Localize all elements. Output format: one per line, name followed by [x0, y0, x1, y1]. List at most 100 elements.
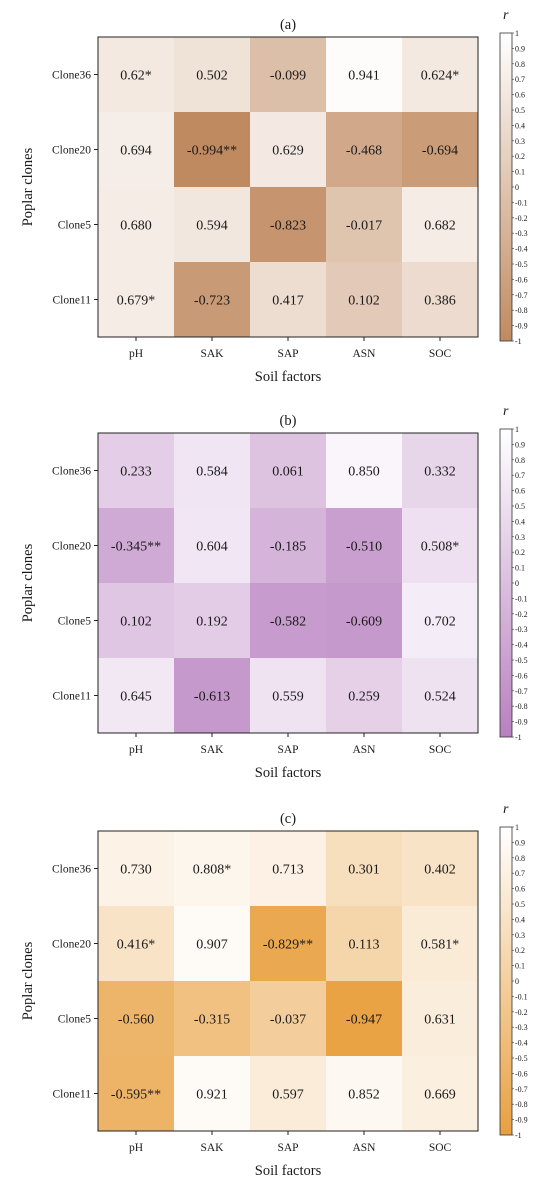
- x-tick-label: pH: [129, 348, 143, 360]
- colorbar-tick-label: -0.3: [515, 1023, 528, 1032]
- cell-value-label: 0.502: [196, 69, 228, 84]
- heatmap-cell: [250, 1056, 327, 1132]
- cell-value-label: 0.332: [424, 465, 456, 480]
- cell-value-label: -0.823: [270, 219, 306, 234]
- heatmap-cell: [402, 187, 479, 263]
- colorbar-tick-label: -0.9: [515, 718, 528, 727]
- cell-value-label: 0.941: [348, 69, 380, 84]
- heatmap-cell: [402, 433, 479, 509]
- colorbar-title: r: [503, 404, 509, 419]
- cell-value-label: 0.682: [424, 219, 456, 234]
- heatmap-cell: [402, 37, 479, 113]
- colorbar-tick-label: 0.7: [515, 75, 525, 84]
- x-tick-label: SAP: [277, 1142, 298, 1154]
- y-tick-label: Clone11: [52, 691, 91, 703]
- cell-value-label: -0.829**: [263, 938, 313, 953]
- colorbar-tick-label: -0.7: [515, 1085, 528, 1094]
- colorbar-tick-label: -0.3: [515, 229, 528, 238]
- cell-value-label: 0.907: [196, 938, 228, 953]
- colorbar-tick-label: 1: [515, 425, 519, 434]
- colorbar-tick-label: -0.6: [515, 1069, 528, 1078]
- colorbar-tick-label: 0: [515, 579, 519, 588]
- colorbar-tick-label: -0.5: [515, 656, 528, 665]
- colorbar: [499, 428, 513, 738]
- y-tick-label: Clone5: [58, 1014, 91, 1026]
- panel-title: (c): [280, 811, 296, 827]
- colorbar-tick-label: 0.2: [515, 946, 525, 955]
- x-tick-label: SOC: [429, 744, 452, 756]
- heatmap-cell: [402, 583, 479, 659]
- colorbar-tick-label: -0.6: [515, 275, 528, 284]
- colorbar-tick-label: -0.2: [515, 214, 528, 223]
- heatmap-cell: [402, 112, 479, 188]
- heatmap-cell: [250, 262, 327, 338]
- heatmap-cell: [326, 658, 403, 734]
- colorbar-tick-label: 0.9: [515, 44, 525, 53]
- cell-value-label: -0.510: [346, 540, 382, 555]
- x-tick-label: SAK: [200, 744, 224, 756]
- cell-value-label: -0.099: [270, 69, 306, 84]
- x-tick-label: SOC: [429, 348, 452, 360]
- colorbar-tick-label: -0.2: [515, 610, 528, 619]
- colorbar-tick-label: -0.4: [515, 1039, 528, 1048]
- colorbar-tick-label: 0.9: [515, 838, 525, 847]
- heatmap-cell: [250, 658, 327, 734]
- colorbar-tick-label: -0.1: [515, 198, 528, 207]
- cell-value-label: 0.679*: [117, 294, 156, 309]
- heatmap-cell: [98, 508, 175, 584]
- cell-value-label: 0.850: [348, 465, 380, 480]
- x-axis-label: Soil factors: [255, 1163, 322, 1179]
- x-tick-label: pH: [129, 1142, 143, 1154]
- cell-value-label: -0.595**: [111, 1088, 161, 1103]
- panel-title: (b): [280, 413, 297, 429]
- heatmap-cell: [174, 906, 251, 982]
- x-axis-label: Soil factors: [255, 765, 322, 781]
- x-tick-label: ASN: [352, 744, 376, 756]
- heatmap-cell: [250, 583, 327, 659]
- colorbar-title: r: [503, 8, 509, 23]
- colorbar-tick-label: -0.5: [515, 260, 528, 269]
- cell-value-label: -0.994**: [187, 144, 237, 159]
- colorbar-tick-label: 0.4: [515, 915, 525, 924]
- cell-value-label: 0.581*: [421, 938, 460, 953]
- x-tick-label: SOC: [429, 1142, 452, 1154]
- heatmap-cell: [402, 508, 479, 584]
- colorbar-tick-label: -0.1: [515, 992, 528, 1001]
- colorbar-tick-label: -0.4: [515, 245, 528, 254]
- heatmap-cell: [326, 433, 403, 509]
- heatmap-cell: [250, 906, 327, 982]
- cell-value-label: 0.301: [348, 863, 380, 878]
- colorbar-tick-label: 0.3: [515, 931, 525, 940]
- colorbar-tick-label: 0.5: [515, 900, 525, 909]
- colorbar-tick-label: -1: [515, 337, 522, 346]
- cell-value-label: 0.597: [272, 1088, 304, 1103]
- colorbar-tick-label: 0.4: [515, 121, 525, 130]
- cell-value-label: -0.468: [346, 144, 382, 159]
- colorbar-tick-label: 0.9: [515, 440, 525, 449]
- heatmap-cell: [326, 508, 403, 584]
- heatmap-cell: [250, 981, 327, 1057]
- colorbar-tick-label: 0.4: [515, 517, 525, 526]
- heatmap-cell: [174, 262, 251, 338]
- panel-0: 0.62* 0.502 -0.099 0.941 0.624* 0.694 -0.994**…: [20, 8, 528, 385]
- colorbar-tick-label: -0.1: [515, 594, 528, 603]
- colorbar-tick-label: -0.5: [515, 1054, 528, 1063]
- cell-value-label: -0.037: [270, 1013, 306, 1028]
- heatmap-cell: [174, 831, 251, 907]
- heatmap-cell: [326, 1056, 403, 1132]
- cell-value-label: -0.582: [270, 615, 306, 630]
- colorbar-tick-label: 0.3: [515, 533, 525, 542]
- y-axis-label: Poplar clones: [20, 941, 36, 1020]
- cell-value-label: 0.629: [272, 144, 304, 159]
- cell-value-label: 0.102: [120, 615, 152, 630]
- y-axis-label: Poplar clones: [20, 543, 36, 622]
- y-tick-label: Clone36: [52, 70, 91, 82]
- heatmap-cell: [174, 508, 251, 584]
- cell-value-label: 0.694: [120, 144, 152, 159]
- heatmap-cell: [250, 433, 327, 509]
- cell-value-label: 0.730: [120, 863, 152, 878]
- heatmap-cell: [402, 831, 479, 907]
- y-tick-label: Clone5: [58, 220, 91, 232]
